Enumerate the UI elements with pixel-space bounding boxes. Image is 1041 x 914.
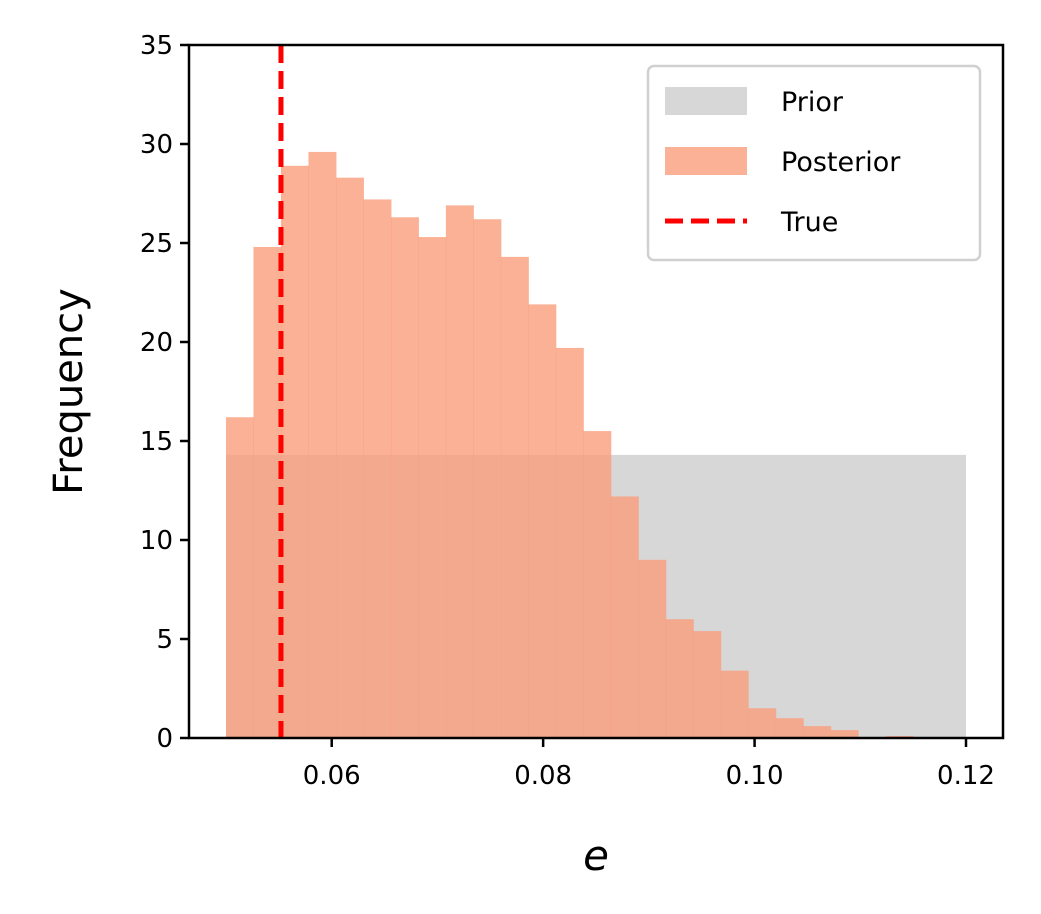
legend-label-prior: Prior xyxy=(781,87,844,118)
y-axis-ticks: 0 5 10 15 20 25 30 35 xyxy=(140,31,189,754)
posterior-bar xyxy=(335,177,364,738)
posterior-bar xyxy=(803,726,832,738)
legend-swatch-posterior xyxy=(665,147,747,175)
y-tick-label: 15 xyxy=(140,427,173,457)
y-axis-label: Frequency xyxy=(46,288,92,495)
posterior-bar xyxy=(390,217,419,738)
posterior-bar xyxy=(528,304,557,738)
posterior-bar xyxy=(610,496,639,738)
legend-swatch-prior xyxy=(665,87,747,115)
y-tick-label: 35 xyxy=(140,31,173,61)
x-axis-ticks: 0.06 0.08 0.10 0.12 xyxy=(303,738,995,791)
posterior-bar xyxy=(253,246,282,738)
axes-frame xyxy=(187,43,1005,740)
posterior-bar xyxy=(693,631,722,738)
posterior-bar xyxy=(500,256,529,738)
posterior-bar xyxy=(665,619,694,738)
posterior-bar xyxy=(473,219,502,739)
x-tick-label: 0.12 xyxy=(937,761,995,791)
y-tick-label: 20 xyxy=(140,328,173,358)
posterior-bar xyxy=(583,431,612,738)
legend: Prior Posterior True xyxy=(646,64,982,262)
posterior-bar xyxy=(418,237,447,738)
posterior-bar xyxy=(775,718,804,738)
posterior-bar xyxy=(555,347,584,738)
y-tick-label: 10 xyxy=(140,526,173,556)
posterior-bar xyxy=(363,199,392,738)
posterior-bar xyxy=(720,670,749,738)
y-tick-label: 25 xyxy=(140,229,173,259)
posterior-bar xyxy=(308,151,337,739)
legend-label-posterior: Posterior xyxy=(781,147,901,178)
y-tick-label: 5 xyxy=(156,625,173,655)
legend-label-true: True xyxy=(780,207,838,238)
x-tick-label: 0.06 xyxy=(303,761,361,791)
posterior-bar xyxy=(638,559,667,738)
x-tick-label: 0.10 xyxy=(726,761,784,791)
posterior-bar xyxy=(445,205,474,738)
posterior-bar xyxy=(226,417,254,738)
x-axis-label: e xyxy=(583,831,609,880)
y-tick-label: 30 xyxy=(140,130,173,160)
posterior-bars xyxy=(226,151,914,739)
y-tick-label: 0 xyxy=(156,724,173,754)
posterior-bar xyxy=(830,730,859,738)
posterior-bar xyxy=(280,165,309,738)
posterior-bar xyxy=(748,708,777,738)
x-tick-label: 0.08 xyxy=(514,761,572,791)
